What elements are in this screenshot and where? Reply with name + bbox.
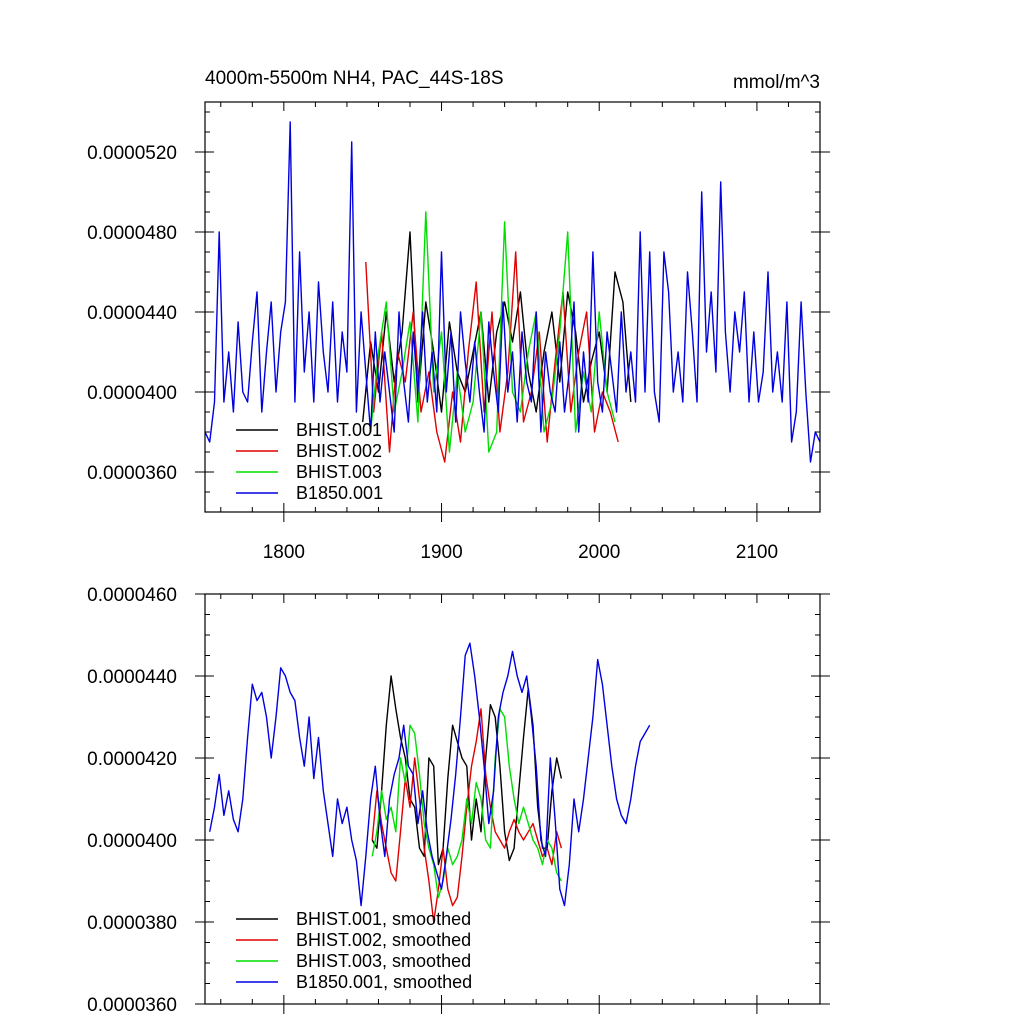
legend-label: BHIST.001 <box>296 420 382 440</box>
legend-label: BHIST.002 <box>296 441 382 461</box>
series-line-4 <box>209 642 651 907</box>
y-tick-label: 0.0000380 <box>87 913 177 934</box>
legend-label: BHIST.001, smoothed <box>296 909 471 929</box>
legend-label: B1850.001, smoothed <box>296 972 472 992</box>
series-line-3 <box>369 211 616 453</box>
plot-frame <box>204 101 821 513</box>
y-tick-label: 0.0000360 <box>87 463 177 484</box>
x-tick-label: 1900 <box>420 542 462 563</box>
y-tick-label: 0.0000520 <box>87 143 177 164</box>
series-line-4 <box>205 121 820 463</box>
chart-units: mmol/m^3 <box>733 72 820 93</box>
x-tick-label: 1800 <box>263 542 305 563</box>
bottom-panel: 0.0000360 0.0000380 0.0000400 0.0000420 0.00… <box>87 585 830 1016</box>
y-tick-label: 0.0000480 <box>87 223 177 244</box>
legend-label: B1850.001 <box>296 483 383 503</box>
y-tick-label: 0.0000440 <box>87 667 177 688</box>
y-tick-label: 0.0000460 <box>87 585 177 606</box>
x-tick-label: 2000 <box>578 542 620 563</box>
y-tick-label: 0.0000400 <box>87 831 177 852</box>
y-tick-label: 0.0000360 <box>87 995 177 1016</box>
x-tick-label: 2100 <box>736 542 778 563</box>
y-tick-label: 0.0000420 <box>87 749 177 770</box>
chart-title: 4000m-5500m NH4, PAC_44S-18S <box>205 68 504 89</box>
legend-label: BHIST.003 <box>296 462 382 482</box>
legend-label: BHIST.003, smoothed <box>296 951 471 971</box>
top-panel: 1800 1900 2000 2100 0.0000360 0.0000400 0.0000… <box>87 101 830 563</box>
legend-label: BHIST.002, smoothed <box>296 930 471 950</box>
y-tick-label: 0.0000400 <box>87 383 177 404</box>
y-tick-label: 0.0000440 <box>87 303 177 324</box>
series-line-3 <box>371 708 563 899</box>
